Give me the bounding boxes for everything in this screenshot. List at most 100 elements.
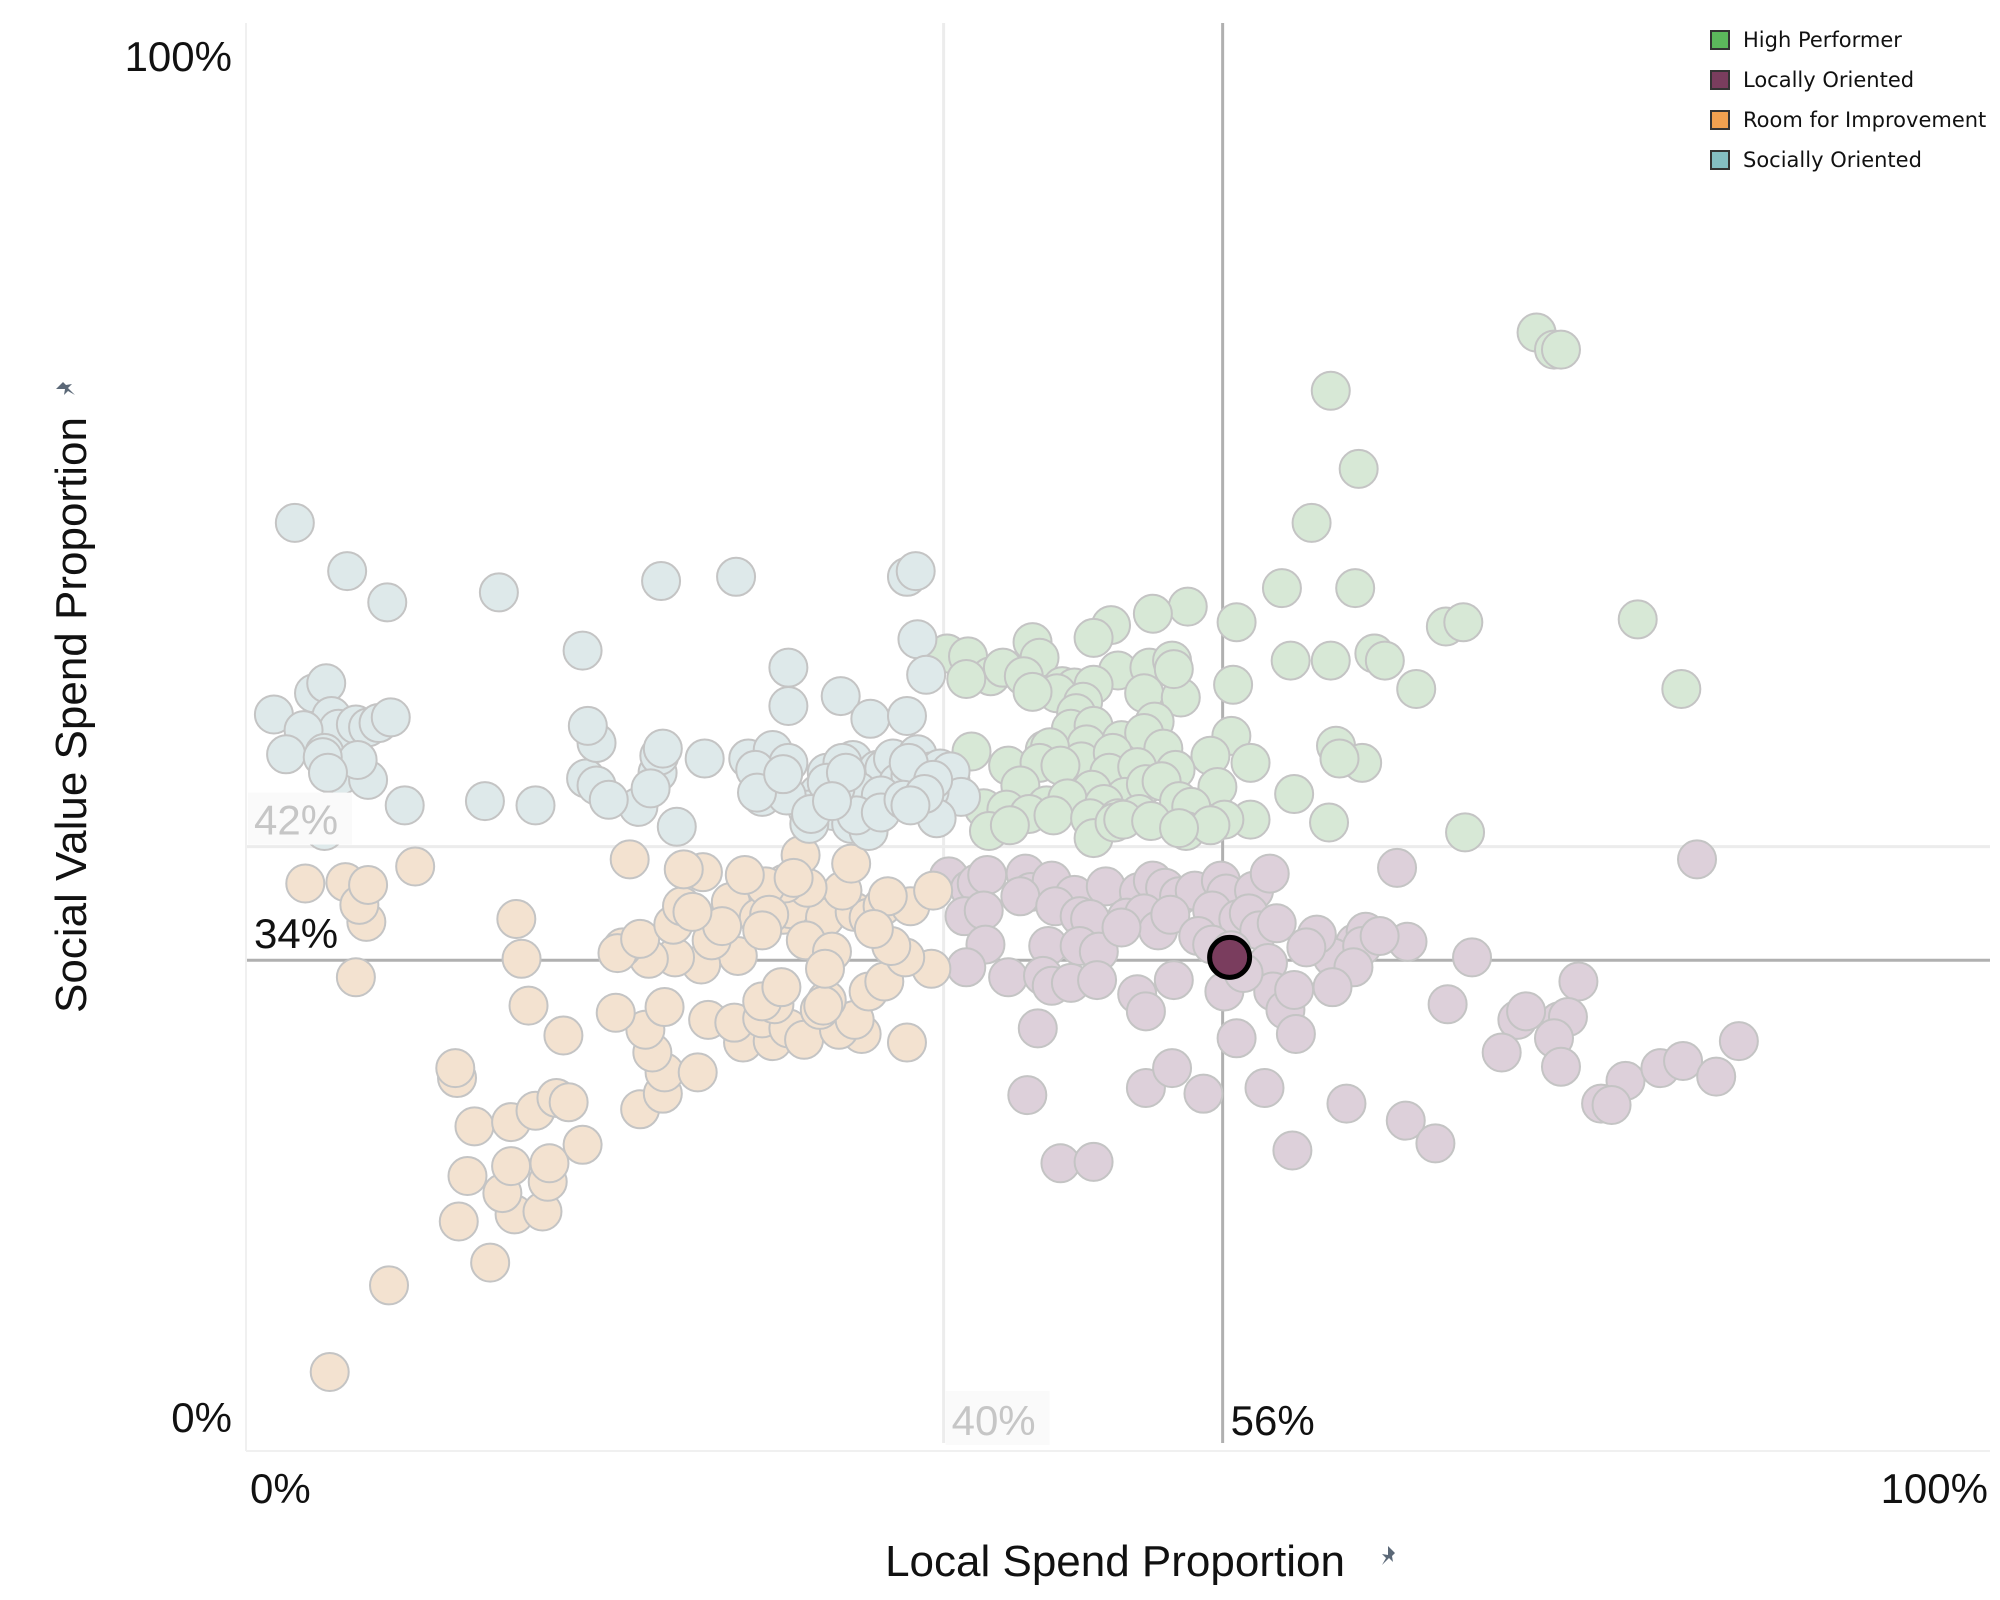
data-point[interactable] xyxy=(1230,742,1271,783)
data-point[interactable] xyxy=(1216,1018,1257,1059)
data-point[interactable] xyxy=(491,1146,532,1187)
data-point[interactable] xyxy=(515,785,556,826)
data-point[interactable] xyxy=(1261,568,1302,609)
data-point[interactable] xyxy=(886,1022,927,1063)
data-point[interactable] xyxy=(1312,967,1353,1008)
data-point[interactable] xyxy=(1335,568,1376,609)
data-point[interactable] xyxy=(820,676,861,717)
data-point[interactable] xyxy=(454,1106,495,1147)
data-point[interactable] xyxy=(773,857,814,898)
data-point[interactable] xyxy=(1153,649,1194,690)
data-point[interactable] xyxy=(285,863,326,904)
data-point[interactable] xyxy=(1150,894,1191,935)
data-point[interactable] xyxy=(567,705,608,746)
data-point[interactable] xyxy=(1256,903,1297,944)
data-point[interactable] xyxy=(309,1352,350,1392)
data-point[interactable] xyxy=(529,1143,570,1184)
data-point[interactable] xyxy=(1718,1021,1759,1062)
data-point[interactable] xyxy=(395,846,436,887)
data-point[interactable] xyxy=(1677,839,1718,880)
legend-item-socially-oriented[interactable]: Socially Oriented xyxy=(1710,140,1986,180)
data-point[interactable] xyxy=(831,843,872,884)
data-point[interactable] xyxy=(370,697,411,738)
data-point[interactable] xyxy=(1249,853,1290,894)
data-point[interactable] xyxy=(1385,1100,1426,1141)
data-point[interactable] xyxy=(1167,586,1208,627)
data-point[interactable] xyxy=(1617,599,1658,640)
data-point[interactable] xyxy=(562,630,603,671)
data-point[interactable] xyxy=(768,686,809,727)
data-point[interactable] xyxy=(595,992,636,1033)
data-point[interactable] xyxy=(1452,937,1493,978)
data-point[interactable] xyxy=(946,947,987,988)
data-point[interactable] xyxy=(588,779,629,820)
data-point[interactable] xyxy=(543,1015,584,1056)
data-point[interactable] xyxy=(1364,640,1405,681)
data-point[interactable] xyxy=(850,698,891,739)
data-point[interactable] xyxy=(641,561,682,602)
data-point[interactable] xyxy=(1077,960,1118,1001)
data-point[interactable] xyxy=(1274,970,1315,1011)
data-point[interactable] xyxy=(1506,991,1547,1032)
data-point[interactable] xyxy=(895,551,936,592)
data-point[interactable] xyxy=(306,663,347,704)
data-point[interactable] xyxy=(1275,1014,1316,1055)
data-point[interactable] xyxy=(307,752,348,793)
data-point[interactable] xyxy=(672,891,713,932)
data-point[interactable] xyxy=(1309,802,1350,843)
data-point[interactable] xyxy=(811,781,852,822)
data-point[interactable] xyxy=(761,967,802,1008)
data-point[interactable] xyxy=(886,695,927,736)
data-point[interactable] xyxy=(890,785,931,826)
data-point[interactable] xyxy=(1183,1073,1224,1114)
data-point[interactable] xyxy=(989,805,1030,846)
data-point[interactable] xyxy=(501,938,542,979)
data-point[interactable] xyxy=(1073,617,1114,658)
data-point[interactable] xyxy=(327,551,368,592)
data-point[interactable] xyxy=(644,987,685,1028)
data-point[interactable] xyxy=(1007,1075,1048,1116)
data-point[interactable] xyxy=(1159,808,1200,849)
data-point[interactable] xyxy=(470,1242,511,1283)
data-point[interactable] xyxy=(620,918,661,959)
data-point[interactable] xyxy=(438,1201,479,1242)
data-point[interactable] xyxy=(805,948,846,989)
data-point[interactable] xyxy=(369,1265,410,1306)
legend-item-room-for-improvement[interactable]: Room for Improvement xyxy=(1710,100,1986,140)
data-point[interactable] xyxy=(435,1048,476,1089)
data-point[interactable] xyxy=(562,1124,603,1165)
data-point[interactable] xyxy=(1443,602,1484,643)
data-point[interactable] xyxy=(677,1052,718,1093)
data-point[interactable] xyxy=(1017,1008,1058,1049)
data-point[interactable] xyxy=(1153,960,1194,1001)
data-point[interactable] xyxy=(742,910,783,951)
data-point[interactable] xyxy=(1274,774,1315,815)
data-point[interactable] xyxy=(1012,671,1053,712)
data-point[interactable] xyxy=(609,839,650,880)
data-point[interactable] xyxy=(1591,1085,1632,1126)
data-point[interactable] xyxy=(684,738,725,779)
data-point[interactable] xyxy=(447,1156,488,1197)
data-point[interactable] xyxy=(724,855,765,895)
data-point[interactable] xyxy=(1319,738,1360,779)
data-point[interactable] xyxy=(1216,602,1257,643)
data-point[interactable] xyxy=(348,864,389,905)
data-point[interactable] xyxy=(1040,745,1081,786)
data-point[interactable] xyxy=(1033,795,1074,836)
data-point[interactable] xyxy=(1396,668,1437,709)
data-point[interactable] xyxy=(897,619,938,660)
data-point[interactable] xyxy=(1558,961,1599,1002)
legend-item-high-performer[interactable]: High Performer xyxy=(1710,20,1986,60)
data-point[interactable] xyxy=(768,647,809,688)
data-point[interactable] xyxy=(266,734,307,775)
legend-item-locally-oriented[interactable]: Locally Oriented xyxy=(1710,60,1986,100)
data-point[interactable] xyxy=(1663,1041,1704,1082)
pin-icon[interactable] xyxy=(1382,1546,1395,1565)
data-point[interactable] xyxy=(1152,1048,1193,1089)
data-point[interactable] xyxy=(1073,1141,1114,1182)
data-point[interactable] xyxy=(1213,664,1254,705)
data-point[interactable] xyxy=(1272,1130,1313,1171)
data-point[interactable] xyxy=(763,754,804,795)
data-point[interactable] xyxy=(1661,668,1702,709)
data-point[interactable] xyxy=(803,985,844,1026)
